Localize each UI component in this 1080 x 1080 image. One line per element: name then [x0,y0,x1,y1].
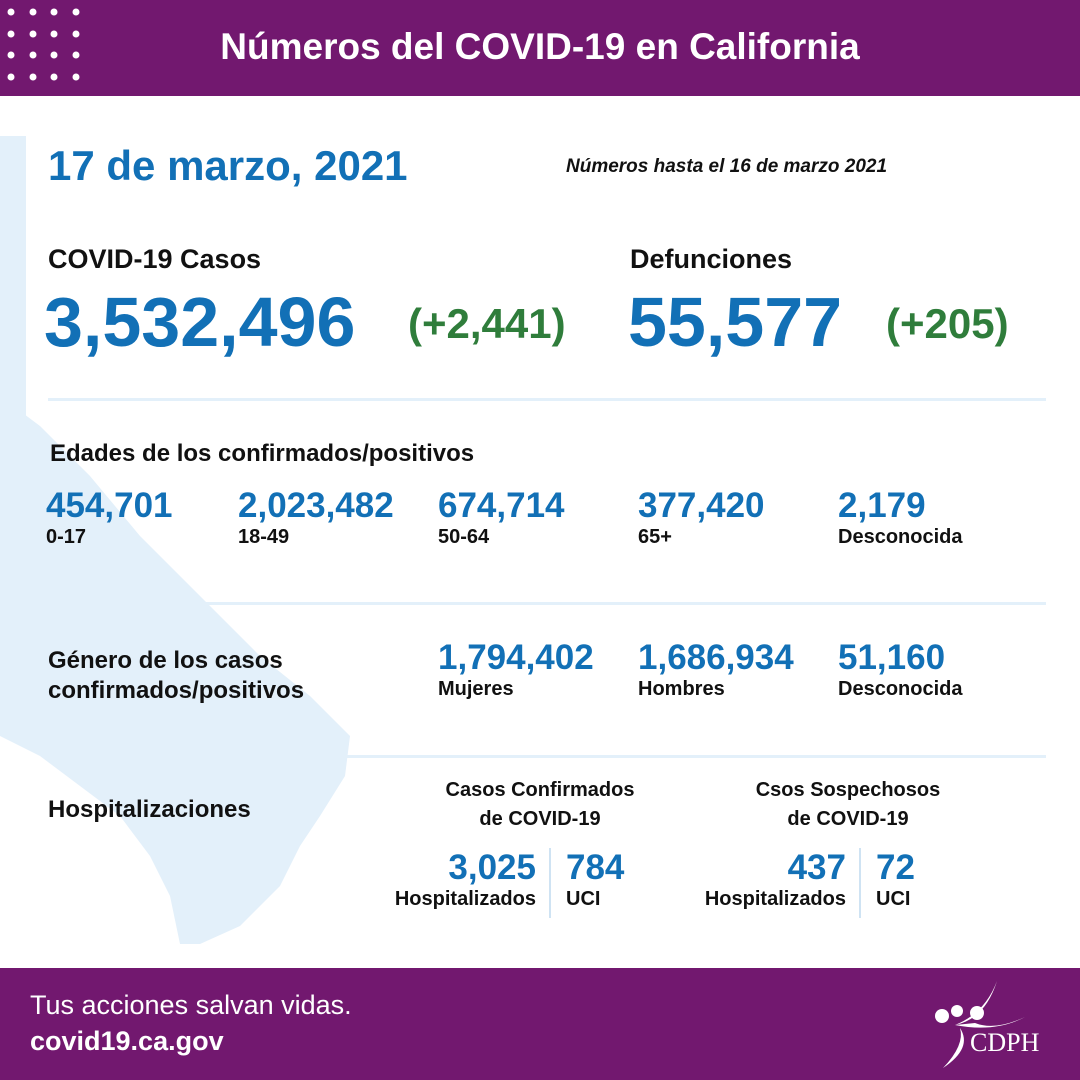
suspected-title: Csos Sospechosos de COVID-19 [728,776,968,834]
gender-value: 51,160 [838,638,946,677]
age-label: 50-64 [438,526,490,548]
age-50-64: 674,714 50-64 [438,486,565,549]
confirmed-title-line: Casos Confirmados [445,779,635,801]
gender-title-line: confirmados/positivos [48,677,305,704]
age-value: 674,714 [438,486,565,525]
gender-label: Mujeres [438,678,514,700]
age-value: 454,701 [46,486,173,525]
california-map-background [0,136,350,944]
age-label: 18-49 [238,526,290,548]
gender-label: Desconocida [838,678,963,700]
hosp-value: 437 [787,848,846,887]
age-value: 2,179 [838,486,926,525]
gender-men: 1,686,934 Hombres [638,638,794,701]
age-label: 0-17 [46,526,87,548]
suspected-icu: 72 UCI [876,848,915,911]
confirmed-title-line: de COVID-19 [479,808,601,830]
gender-title-line: Género de los casos [48,647,283,674]
website-link[interactable]: covid19.ca.gov [30,1026,224,1056]
tagline: Tus acciones salvan vidas. [30,990,352,1020]
divider [48,602,1046,605]
deaths-label: Defunciones [630,244,793,274]
divider [48,755,1046,758]
gender-women: 1,794,402 Mujeres [438,638,594,701]
cases-change: (+2,441) [408,300,566,347]
deaths-total: 55,577 [628,283,843,361]
hosp-label: Hospitalizados [704,888,846,910]
age-0-17: 454,701 0-17 [46,486,173,549]
footer-bar: Tus acciones salvan vidas. covid19.ca.go… [0,968,1080,1080]
age-value: 2,023,482 [238,486,394,525]
cases-label: COVID-19 Casos [48,244,262,274]
age-unknown: 2,179 Desconocida [838,486,962,549]
icu-value: 784 [566,848,625,887]
icu-value: 72 [876,848,915,887]
logo-text: CDPH [970,1028,1040,1057]
age-65-plus: 377,420 65+ [638,486,765,549]
age-value: 377,420 [638,486,765,525]
header-bar: Números del COVID-19 en California [0,0,1080,96]
as-of-note: Números hasta el 16 de marzo 2021 [566,156,888,177]
suspected-title-line: de COVID-19 [787,808,909,830]
gender-unknown: 51,160 Desconocida [838,638,962,701]
hosp-value: 3,025 [448,848,536,887]
confirmed-icu: 784 UCI [566,848,624,911]
suspected-title-line: Csos Sospechosos [755,779,941,801]
ages-title: Edades de los confirmados/positivos [50,440,475,467]
hosp-title: Hospitalizaciones [48,796,251,823]
gender-title: Género de los casos confirmados/positivos [48,646,304,706]
page-title: Números del COVID-19 en California [220,26,860,67]
confirmed-title: Casos Confirmados de COVID-19 [420,776,660,834]
divider [48,398,1046,401]
cases-total: 3,532,496 [44,283,356,361]
icu-label: UCI [566,888,601,910]
icu-label: UCI [876,888,911,910]
confirmed-hospitalized: 3,025 Hospitalizados [380,848,536,911]
hosp-label: Hospitalizados [394,888,536,910]
age-18-49: 2,023,482 18-49 [238,486,394,549]
age-label: 65+ [638,526,672,548]
cdph-logo-icon: CDPH [935,981,1040,1068]
gender-value: 1,794,402 [438,638,594,677]
deaths-change: (+205) [886,300,1009,347]
divider [859,848,861,918]
divider [549,848,551,918]
report-date: 17 de marzo, 2021 [48,142,408,189]
age-label: Desconocida [838,526,963,548]
gender-value: 1,686,934 [638,638,794,677]
gender-label: Hombres [638,678,725,700]
suspected-hospitalized: 437 Hospitalizados [690,848,846,911]
dots-icon [7,8,80,81]
